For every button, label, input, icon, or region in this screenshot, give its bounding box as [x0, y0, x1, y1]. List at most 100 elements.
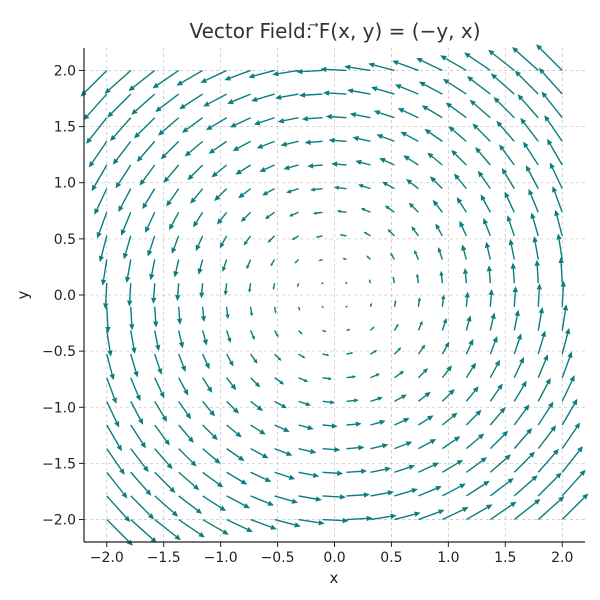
- vector-arrow: [274, 377, 285, 385]
- vector-arrow: [323, 90, 347, 96]
- vector-arrow: [532, 236, 539, 260]
- x-tick-label: 0.0: [323, 550, 345, 566]
- vector-arrow: [418, 81, 443, 95]
- vector-arrow: [296, 68, 323, 75]
- vector-arrow: [179, 93, 204, 110]
- vector-arrow: [489, 312, 496, 331]
- vector-arrow: [346, 445, 365, 451]
- vector-arrow: [169, 211, 180, 231]
- vector-arrow: [472, 123, 491, 142]
- vector-arrow: [537, 448, 559, 473]
- vector-arrow: [442, 507, 469, 521]
- vector-arrow: [202, 353, 210, 370]
- vector-arrow: [541, 91, 563, 119]
- vector-arrow: [440, 55, 467, 72]
- vector-arrow: [394, 394, 407, 402]
- vector-arrow: [345, 281, 348, 285]
- x-tick-label: 1.5: [494, 550, 516, 566]
- vector-arrow: [107, 93, 132, 118]
- vector-arrow: [166, 188, 180, 207]
- vector-arrow: [429, 176, 443, 190]
- vector-arrow: [414, 249, 420, 260]
- vector-arrow: [98, 235, 108, 263]
- vector-arrow: [154, 330, 161, 352]
- vector-arrow: [124, 259, 132, 283]
- vector-arrow: [355, 159, 371, 166]
- vector-arrow: [462, 268, 469, 284]
- vector-arrow: [171, 235, 180, 254]
- vector-arrow: [322, 423, 338, 429]
- vector-arrow: [154, 518, 181, 541]
- vector-arrow: [346, 398, 359, 403]
- vector-arrow: [448, 126, 467, 142]
- vector-arrow: [246, 259, 252, 270]
- vector-arrow: [270, 259, 276, 267]
- vector-arrow: [88, 140, 108, 168]
- vector-arrow: [178, 400, 192, 420]
- vector-arrow: [344, 64, 371, 72]
- vector-arrow: [106, 353, 115, 381]
- vector-arrow: [437, 247, 444, 260]
- vector-arrow: [296, 282, 300, 288]
- vector-arrow: [274, 424, 290, 432]
- vector-arrow: [394, 370, 405, 379]
- x-tick-label: 1.0: [437, 550, 459, 566]
- vector-arrow: [427, 152, 443, 166]
- vector-arrow: [202, 518, 229, 535]
- y-ticks: −2.0 −1.5 −1.0 −0.5 0.0 0.5 1.0 1.5 2.0: [42, 63, 84, 529]
- vector-arrow: [112, 140, 132, 165]
- vector-arrow: [226, 424, 242, 438]
- vector-arrow: [129, 306, 135, 331]
- vector-arrow: [250, 518, 277, 530]
- vector-arrow: [363, 231, 371, 237]
- vector-arrow: [442, 483, 466, 497]
- vector-arrow: [360, 208, 371, 213]
- vector-arrow: [128, 69, 156, 92]
- vector-arrow: [178, 518, 205, 538]
- vector-arrow: [184, 140, 204, 157]
- vector-arrow: [368, 279, 372, 284]
- vector-arrow: [208, 140, 228, 154]
- vector-arrow: [130, 495, 155, 520]
- vector-arrow: [442, 78, 467, 95]
- vector-arrow: [369, 302, 373, 308]
- vector-arrow: [280, 140, 299, 147]
- vector-arrow: [131, 93, 156, 115]
- vector-arrow: [250, 424, 266, 435]
- vector-arrow: [370, 490, 394, 497]
- vector-arrow: [130, 471, 152, 496]
- vector-arrow: [370, 419, 386, 426]
- vector-arrow: [514, 70, 539, 95]
- vector-arrow: [489, 383, 503, 402]
- vector-arrow: [130, 353, 139, 378]
- vector-arrow: [104, 69, 132, 94]
- vector-arrow: [382, 181, 395, 190]
- vector-arrow: [253, 117, 275, 126]
- vector-arrow: [195, 235, 204, 252]
- vector-arrow: [345, 305, 348, 309]
- vector-arrow: [322, 446, 341, 453]
- vector-arrow: [151, 283, 157, 304]
- vector-arrow: [153, 306, 159, 328]
- vector-arrow: [537, 425, 557, 450]
- vector-arrow: [283, 164, 299, 171]
- vector-arrow: [202, 424, 218, 441]
- vector-arrow: [304, 139, 323, 145]
- vector-arrow: [346, 468, 368, 474]
- vector-arrow: [441, 365, 453, 379]
- vector-arrow: [274, 447, 293, 456]
- vector-arrow: [441, 388, 455, 402]
- vector-arrow: [248, 69, 275, 79]
- vector-arrow: [106, 448, 125, 475]
- vector-arrow: [136, 140, 156, 163]
- vector-arrow: [310, 187, 323, 192]
- vector-arrow: [561, 351, 573, 378]
- vector-arrow: [294, 259, 300, 264]
- vector-arrow: [272, 69, 299, 77]
- vector-arrow: [394, 464, 416, 473]
- vector-arrow: [464, 291, 470, 307]
- vector-arrow: [403, 155, 419, 166]
- vector-arrow: [488, 49, 515, 72]
- vector-arrow: [187, 164, 204, 181]
